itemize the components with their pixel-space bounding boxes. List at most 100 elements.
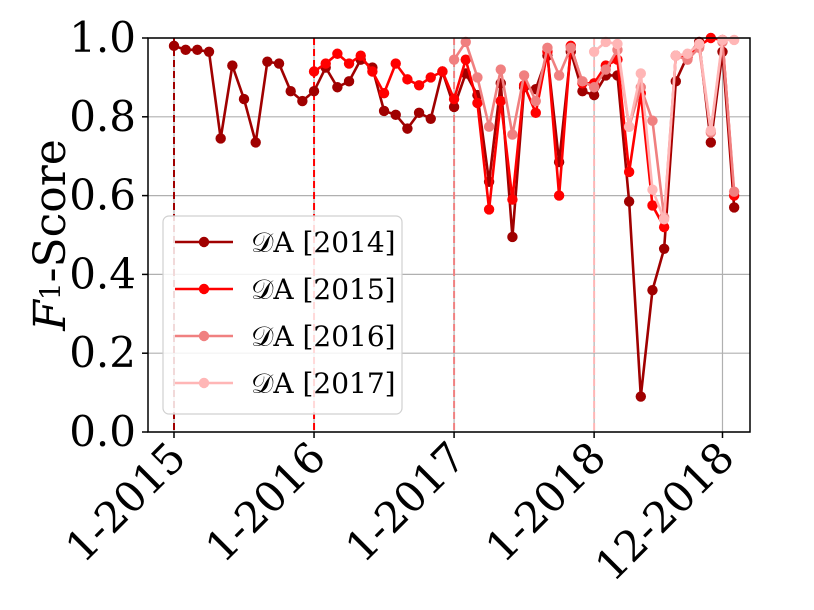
data-point	[635, 391, 646, 402]
data-point	[577, 76, 588, 87]
data-point	[717, 34, 728, 46]
data-point	[390, 58, 401, 69]
data-point	[215, 133, 226, 144]
data-point	[565, 42, 576, 54]
data-point	[250, 137, 261, 148]
data-point	[402, 123, 413, 134]
data-point	[600, 36, 611, 48]
legend-label: 𝒟A [2017]	[251, 367, 396, 400]
data-point	[658, 214, 670, 225]
data-point	[192, 44, 203, 56]
data-point	[238, 93, 250, 105]
data-point	[378, 105, 390, 117]
legend: 𝒟A [2014] 𝒟A [2015] 𝒟A [2016] 𝒟A [2017]	[162, 215, 403, 415]
data-point	[635, 68, 646, 79]
x-tick-label: 12-2018	[586, 432, 744, 590]
data-point	[390, 109, 401, 121]
legend-label: 𝒟A [2014]	[251, 226, 396, 259]
data-point	[285, 85, 296, 97]
data-point	[227, 60, 238, 71]
legend-box	[162, 215, 403, 415]
data-point	[332, 48, 343, 59]
data-point	[553, 70, 565, 81]
data-point	[518, 70, 530, 81]
data-point	[658, 243, 670, 254]
x-tick-label: 1-2016	[196, 432, 335, 571]
data-point	[507, 231, 518, 243]
y-tick-label: 0.2	[69, 328, 136, 377]
data-point	[670, 76, 682, 87]
data-point	[530, 95, 541, 107]
data-point	[425, 113, 436, 124]
data-point	[437, 66, 448, 77]
y-tick-label: 1.0	[69, 13, 136, 62]
data-point	[507, 194, 518, 205]
data-point	[448, 101, 460, 113]
data-point	[472, 97, 483, 109]
data-point	[553, 190, 565, 201]
data-point	[588, 82, 600, 93]
data-point	[705, 125, 717, 136]
data-point	[203, 46, 215, 57]
data-point	[658, 221, 670, 233]
y-tick-label: 0.0	[69, 407, 136, 456]
data-point	[367, 66, 378, 77]
data-point	[483, 121, 495, 132]
data-point	[495, 95, 506, 107]
data-point	[705, 137, 717, 148]
data-point	[413, 80, 425, 91]
legend-label: 𝒟A [2015]	[251, 273, 396, 306]
x-tick-label: 1-2017	[336, 432, 475, 571]
data-point	[588, 46, 600, 57]
data-point	[308, 66, 320, 77]
data-point	[542, 42, 553, 54]
data-point	[355, 50, 366, 61]
data-point	[647, 115, 658, 126]
data-point	[623, 166, 635, 178]
legend-label: 𝒟A [2016]	[251, 320, 396, 353]
data-point	[378, 87, 390, 99]
data-point	[693, 38, 705, 50]
data-point	[448, 93, 460, 105]
data-point	[507, 129, 518, 140]
data-point	[647, 184, 658, 195]
data-point	[612, 38, 623, 50]
data-point	[647, 200, 658, 211]
legend-marker	[198, 377, 210, 389]
data-point	[623, 121, 635, 132]
data-point	[530, 107, 541, 119]
data-point	[472, 72, 483, 83]
y-tick-label: 0.8	[69, 92, 136, 141]
data-point	[483, 204, 495, 215]
data-point	[320, 58, 331, 69]
legend-marker	[198, 283, 210, 295]
legend-marker	[198, 236, 210, 248]
data-point	[413, 107, 425, 119]
data-point	[600, 64, 611, 75]
data-point	[670, 50, 682, 61]
data-point	[343, 58, 355, 69]
data-point	[460, 54, 471, 65]
y-tick-label: 0.6	[69, 171, 136, 220]
y-tick-label: 0.4	[69, 249, 136, 298]
data-point	[623, 196, 635, 207]
y-axis-label: F 1 -Score	[24, 139, 76, 331]
data-point	[402, 74, 413, 85]
data-point	[647, 284, 658, 296]
data-point	[448, 54, 460, 65]
data-point	[577, 85, 588, 97]
plot-frame	[147, 37, 751, 433]
data-point	[728, 34, 740, 46]
data-point	[425, 72, 436, 83]
data-point	[180, 44, 191, 56]
legend-marker	[198, 330, 210, 342]
data-point	[682, 48, 693, 59]
data-point	[588, 89, 600, 101]
data-point	[460, 36, 471, 48]
data-point	[168, 40, 180, 52]
data-point	[495, 64, 506, 75]
data-point	[262, 56, 273, 67]
data-point	[297, 95, 308, 107]
